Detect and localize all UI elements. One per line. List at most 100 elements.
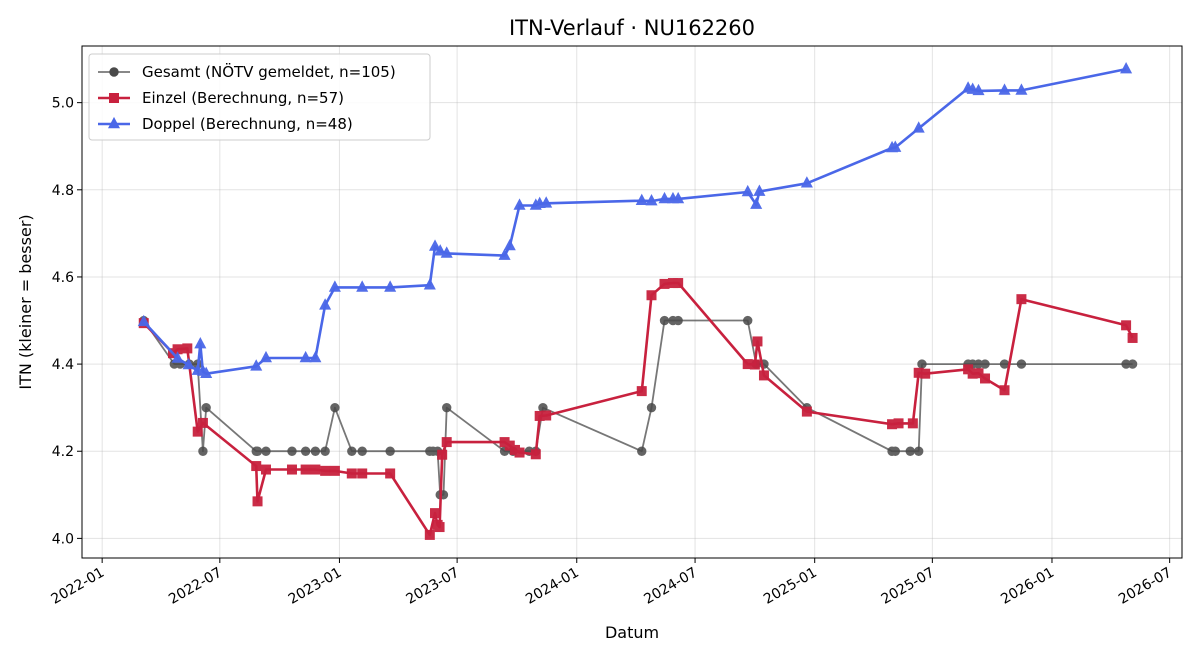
data-point	[498, 248, 511, 260]
data-point	[384, 280, 397, 292]
data-point	[917, 359, 927, 369]
data-point	[920, 368, 931, 379]
legend: Gesamt (NÖTV gemeldet, n=105) Einzel (Ber…	[88, 53, 431, 141]
series-square	[138, 278, 1138, 540]
data-point	[637, 446, 647, 456]
data-point	[973, 368, 984, 379]
data-point	[309, 350, 322, 363]
data-point	[192, 426, 203, 437]
data-point	[743, 315, 753, 326]
data-point	[434, 244, 447, 256]
plot-frame	[81, 45, 1183, 559]
data-point	[912, 121, 925, 133]
data-point	[513, 198, 526, 210]
data-point	[286, 464, 297, 475]
data-point	[673, 315, 683, 326]
data-point	[430, 508, 441, 519]
x-axis-title: Datum	[605, 623, 659, 642]
data-point	[194, 336, 207, 349]
data-point	[319, 298, 332, 310]
data-point	[659, 315, 670, 326]
chart-title: ITN-Verlauf · NU162260	[509, 16, 755, 40]
y-tick-label: 4.4	[52, 357, 74, 373]
series-markers	[137, 62, 1133, 378]
y-axis-title: ITN (kleiner = besser)	[16, 214, 35, 389]
y-tick-label: 4.2	[52, 444, 74, 460]
data-point	[356, 280, 369, 292]
data-point	[672, 191, 685, 204]
data-point	[385, 446, 395, 456]
data-point	[659, 278, 670, 289]
data-point	[980, 359, 990, 369]
data-point	[300, 464, 311, 475]
data-point	[752, 336, 763, 347]
data-point	[1127, 359, 1138, 369]
data-point	[424, 529, 435, 540]
data-point	[357, 446, 367, 456]
data-point	[287, 446, 297, 456]
data-point	[428, 239, 442, 251]
data-point	[999, 385, 1010, 396]
data-point	[1016, 359, 1027, 369]
y-tick-label: 4.8	[52, 183, 74, 199]
legend-swatch-marker	[109, 93, 119, 103]
data-point	[171, 351, 184, 363]
data-point	[385, 468, 396, 479]
data-point	[434, 522, 445, 533]
data-point	[540, 196, 553, 208]
data-point	[441, 437, 452, 448]
data-point	[914, 446, 924, 456]
y-tick-label: 4.6	[52, 270, 74, 286]
data-point	[329, 465, 340, 476]
data-point	[201, 402, 211, 413]
data-point	[893, 418, 904, 429]
data-point	[800, 176, 813, 188]
data-point	[905, 446, 915, 456]
data-point	[310, 464, 321, 475]
data-point	[320, 446, 330, 456]
data-point	[646, 402, 657, 413]
data-point	[890, 446, 900, 456]
data-point	[137, 314, 150, 327]
data-point	[1127, 332, 1138, 343]
legend-box	[88, 53, 431, 141]
data-point	[437, 449, 448, 460]
data-point	[1015, 83, 1028, 95]
data-point	[514, 447, 525, 458]
data-point	[750, 197, 763, 209]
data-point	[749, 359, 760, 370]
data-point	[907, 418, 918, 429]
data-point	[980, 373, 991, 384]
data-point	[673, 278, 684, 289]
data-point	[320, 465, 331, 476]
data-point	[259, 350, 273, 363]
data-point	[889, 140, 902, 152]
data-point	[541, 410, 552, 421]
data-point	[1016, 294, 1027, 305]
data-point	[347, 446, 357, 456]
data-point	[182, 357, 195, 370]
legend-label: Doppel (Berechnung, n=48)	[142, 115, 353, 133]
data-point	[200, 366, 213, 378]
y-tick-label: 5.0	[52, 96, 74, 112]
legend-label: Gesamt (NÖTV gemeldet, n=105)	[142, 62, 396, 81]
data-point	[251, 461, 262, 472]
data-point	[252, 446, 263, 456]
data-point	[1120, 62, 1133, 74]
legend-swatch-marker	[109, 67, 119, 77]
data-point	[646, 290, 657, 301]
data-point	[636, 386, 647, 397]
data-point	[252, 496, 263, 507]
data-point	[260, 464, 271, 475]
data-point	[442, 402, 452, 413]
data-point	[357, 468, 368, 479]
data-point	[645, 194, 658, 206]
y-tick-label: 4.0	[52, 531, 74, 547]
data-point	[197, 417, 208, 428]
data-point	[300, 446, 311, 456]
legend-swatch-marker	[107, 116, 121, 129]
data-point	[310, 446, 321, 456]
data-point	[741, 184, 754, 197]
